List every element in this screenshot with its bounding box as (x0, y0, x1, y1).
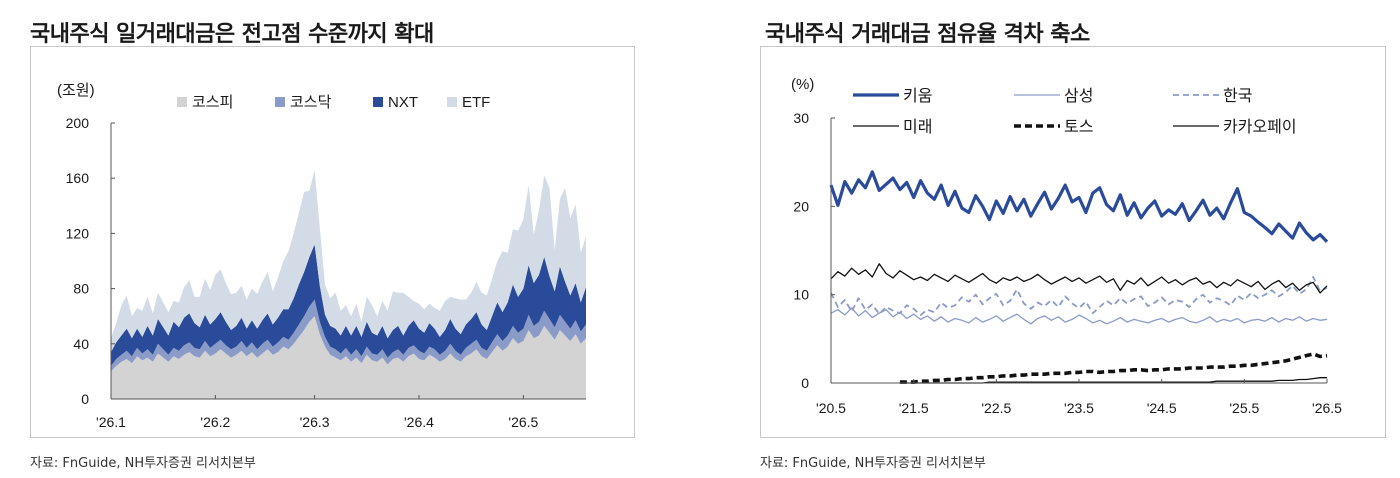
y-unit-label: (조원) (57, 82, 95, 99)
x-tick-label: '20.5 (816, 400, 846, 416)
y-tick-label: 40 (73, 336, 89, 352)
y-tick-label: 0 (801, 375, 809, 391)
x-tick-label: '24.5 (1147, 400, 1177, 416)
legend-swatch (447, 97, 457, 107)
x-tick-label: '21.5 (899, 400, 929, 416)
legend-label: 키움 (903, 87, 932, 105)
legend-label: 카카오페이 (1223, 118, 1297, 136)
line-series-0 (829, 170, 1329, 243)
left-chart: 0 40 80 120 160 200 '26.1 '26.2 '26.3 '26.4 '26.5 (… (57, 82, 586, 430)
line-series-2 (830, 276, 1328, 316)
left-chart-frame: 0 40 80 120 160 200 '26.1 '26.2 '26.3 '26.4 '26.5 (… (30, 46, 635, 438)
y-tick-label: 80 (73, 281, 89, 297)
right-chart: 0 10 20 30 '20.5 '21.5 '22.5 '23.5 '24.5 '25.5 '26… (791, 76, 1342, 416)
legend-label: 삼성 (1064, 87, 1093, 105)
x-tick-label: '22.5 (981, 400, 1011, 416)
right-panel: 국내주식 거래대금 점유율 격차 축소 0 10 20 30 '20.5 '21.5 '22… (700, 0, 1400, 478)
legend-swatch (275, 97, 285, 107)
right-source-note: 자료: FnGuide, NH투자증권 리서치본부 (760, 456, 986, 471)
y-unit-label: (%) (791, 76, 814, 93)
y-tick-label: 10 (793, 287, 809, 303)
x-tick-label: '25.5 (1229, 400, 1259, 416)
x-tick-label: '26.4 (404, 414, 434, 430)
legend-swatch (177, 97, 187, 107)
area-series-1 (111, 299, 586, 372)
line-series-3 (830, 263, 1328, 294)
y-tick-label: 20 (793, 198, 809, 214)
legend-label: 코스닥 (290, 94, 332, 111)
y-tick-label: 0 (81, 391, 89, 407)
line-series-5 (899, 377, 1327, 384)
legend-label: ETF (462, 94, 490, 111)
line-series-1 (830, 307, 1328, 325)
y-tick-label: 120 (66, 225, 90, 241)
area-series-3 (111, 169, 586, 353)
legend-label: 한국 (1223, 87, 1252, 105)
right-chart-title: 국내주식 거래대금 점유율 격차 축소 (765, 22, 1090, 47)
y-tick-label: 200 (66, 115, 90, 131)
legend-label: 코스피 (192, 94, 233, 111)
left-panel: 국내주식 일거래대금은 전고점 수준까지 확대 0 40 80 120 160 200 '2… (30, 22, 635, 471)
x-tick-label: '23.5 (1064, 400, 1094, 416)
y-tick-label: 30 (793, 110, 809, 126)
area-series-0 (111, 316, 586, 399)
legend-label: 미래 (903, 118, 932, 136)
legend-swatch (373, 97, 383, 107)
legend-label: 토스 (1064, 119, 1093, 136)
x-tick-label: '26.1 (96, 414, 126, 430)
x-tick-label: '26.3 (300, 414, 330, 430)
x-tick-label: '26.5 (508, 414, 538, 430)
y-tick-label: 160 (66, 170, 90, 186)
area-series-2 (111, 244, 586, 366)
left-chart-title: 국내주식 일거래대금은 전고점 수준까지 확대 (30, 22, 434, 47)
right-chart-frame: 0 10 20 30 '20.5 '21.5 '22.5 '23.5 '24.5 '25.5 '26… (760, 46, 1386, 438)
line-series-4 (899, 352, 1328, 384)
legend-label: NXT (388, 94, 418, 111)
x-tick-label: '26.5 (1312, 400, 1342, 416)
left-source-note: 자료: FnGuide, NH투자증권 리서치본부 (30, 456, 256, 471)
x-tick-label: '26.2 (200, 414, 230, 430)
